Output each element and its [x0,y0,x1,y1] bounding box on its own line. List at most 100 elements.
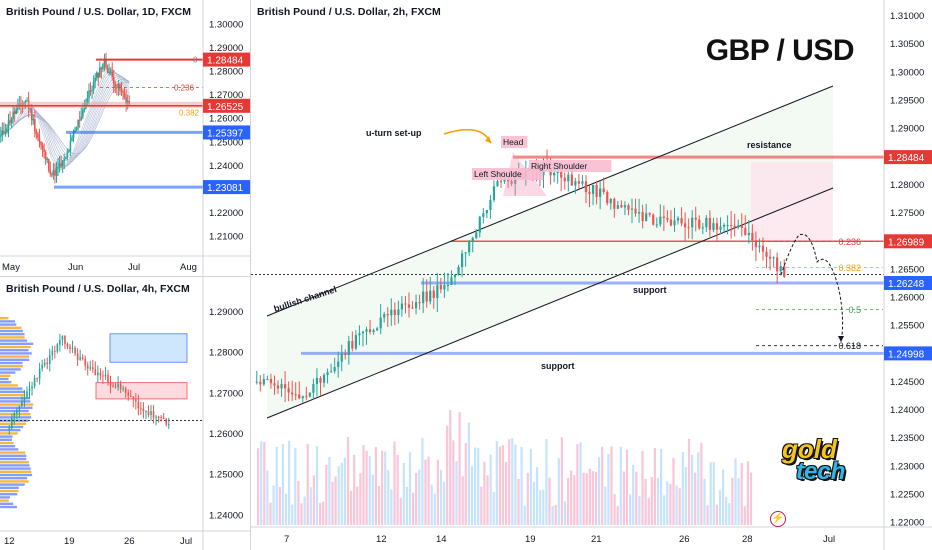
two-hour-uturn-arrow [443,128,492,144]
four-hour-candle [117,383,119,388]
daily-candle [57,167,59,169]
two-hour-volume-bar [517,478,520,525]
two-hour-candle [443,285,446,290]
two-hour-price-tag [884,346,932,361]
daily-price-tag [203,180,250,195]
daily-candle [94,77,96,82]
four-hour-candle [145,411,147,413]
two-hour-volume-bar [312,475,315,525]
daily-candle [10,118,13,123]
daily-candle [111,71,114,77]
daily-candle [55,167,58,176]
two-hour-candle [722,224,726,227]
two-hour-volume-bar [461,476,464,525]
four-hour-x-tick: 19 [64,536,75,547]
two-hour-x-tick: 12 [376,534,387,545]
two-hour-candle [577,181,581,184]
two-hour-candle [581,181,584,184]
daily-price-tag-label: 1.25397 [207,128,244,139]
two-hour-volume-bar [470,466,474,525]
daily-candle [1,130,4,136]
two-hour-y-tick: 1.24000 [890,405,924,416]
four-hour-candle [56,344,59,352]
two-hour-volume-bar [706,505,709,525]
two-hour-volume-bar [598,457,601,525]
two-hour-volume-bar [467,422,470,525]
four-hour-candle [129,395,132,397]
two-hour-candle [708,217,711,230]
two-hour-volume-bar [542,489,545,525]
two-hour-candle [283,384,287,389]
four-hour-volume-profile-bar [0,422,27,425]
two-hour-candle [687,227,690,229]
two-hour-volume-bar [297,480,300,525]
two-hour-volume-bar [288,440,291,525]
two-hour-price-tag [884,150,932,165]
two-hour-volume-bar [638,496,641,525]
two-hour-candle [684,223,687,228]
two-hour-volume-bar [548,477,551,525]
four-hour-volume-profile-bar [0,451,26,454]
two-hour-candle [485,209,488,214]
four-hour-candle [13,413,16,418]
two-hour-volume-bar [368,455,371,525]
two-hour-candle [358,333,361,336]
daily-y-tick: 1.29000 [209,43,243,54]
two-hour-volume-bar [356,486,359,525]
four-hour-demand-box [95,382,188,400]
daily-y-tick: 1.27000 [209,90,243,101]
two-hour-candle [606,192,609,204]
two-hour-volume-bar [377,485,381,525]
four-hour-candle [33,377,36,387]
four-hour-candle [43,362,46,365]
two-hour-volume-bar [424,459,427,525]
two-hour-volume-bar [591,471,594,525]
four-hour-volume-profile-bar [0,502,14,505]
daily-candle [75,126,78,130]
two-hour-volume-bar [331,481,334,525]
two-hour-volume-bar [458,412,461,525]
four-hour-candle [107,374,109,383]
four-hour-volume-profile-bar [0,365,23,368]
two-hour-volume-bar [275,446,278,525]
four-hour-candle [86,365,89,369]
two-hour-volume-bar [619,446,622,525]
four-hour-volume-profile-bar [0,329,23,333]
four-hour-y-tick: 1.29000 [209,307,243,318]
logo-text-gold: gold [782,434,837,464]
two-hour-volume-bar [660,448,663,525]
two-hour-uturn-arrowhead [485,136,491,143]
two-hour-candle [376,328,379,331]
daily-candle [109,71,112,73]
two-hour-candle [351,341,354,349]
two-hour-volume-bar [681,452,684,525]
logo-text-tech: tech [796,458,846,485]
two-hour-candle [294,394,297,396]
two-hour-x-tick: Jul [823,534,835,545]
two-hour-candle [553,172,556,176]
four-hour-volume-profile-bar [0,409,29,413]
two-hour-candle [276,385,280,389]
two-hour-volume-bar [272,485,275,525]
two-hour-candle [308,392,311,397]
four-hour-candle [97,372,99,376]
daily-candle [44,151,47,160]
two-hour-candle [666,217,669,220]
two-hour-candle [379,317,382,329]
daily-chart-title: British Pound / U.S. Dollar, 1D, FXCM [6,6,191,18]
flash-icon[interactable]: ⚡ [770,511,786,527]
two-hour-x-tick: 7 [284,534,289,545]
two-hour-volume-bar [508,439,511,525]
two-hour-volume-bar [629,494,632,525]
two-hour-volume-bar [691,454,694,525]
two-hour-candle [733,225,736,228]
daily-ma-ribbon [0,80,130,157]
daily-candle [52,170,55,175]
two-hour-volume-bar [412,492,415,525]
four-hour-volume-profile-bar [0,393,26,397]
four-hour-candle [26,391,28,398]
four-hour-candle [157,416,160,418]
four-hour-volume-profile-bar [0,406,33,409]
four-hour-volume-profile-bar [0,368,21,371]
daily-y-tick: 1.21000 [209,232,243,243]
